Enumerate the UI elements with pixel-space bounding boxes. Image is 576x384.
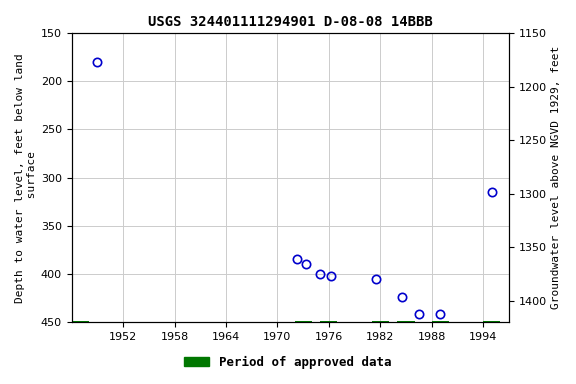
Bar <box>397 321 415 324</box>
Bar <box>483 321 501 324</box>
Bar <box>372 321 389 324</box>
Bar <box>294 321 312 324</box>
Y-axis label: Groundwater level above NGVD 1929, feet: Groundwater level above NGVD 1929, feet <box>551 46 561 309</box>
Bar <box>71 321 89 324</box>
Title: USGS 324401111294901 D-08-08 14BBB: USGS 324401111294901 D-08-08 14BBB <box>148 15 433 29</box>
Bar <box>320 321 338 324</box>
Legend: Period of approved data: Period of approved data <box>179 351 397 374</box>
Bar <box>432 321 449 324</box>
Y-axis label: Depth to water level, feet below land
 surface: Depth to water level, feet below land su… <box>15 53 37 303</box>
